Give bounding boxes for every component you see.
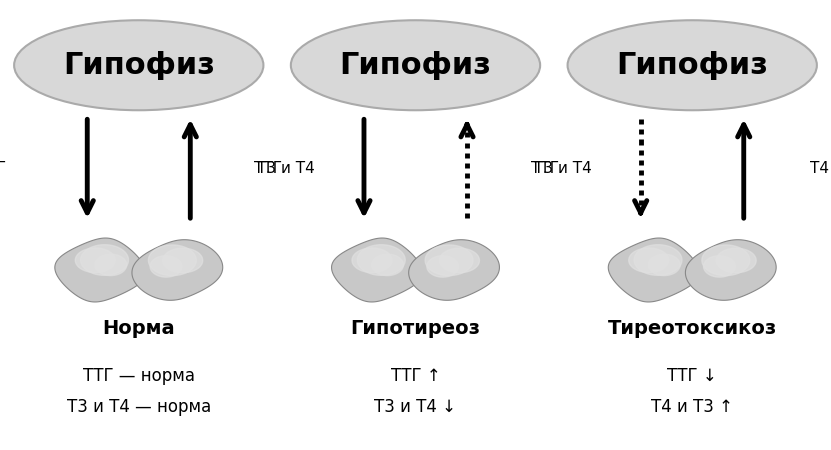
- Text: ТТГ: ТТГ: [254, 161, 283, 176]
- Polygon shape: [686, 240, 776, 300]
- Polygon shape: [95, 254, 126, 275]
- Polygon shape: [634, 245, 682, 275]
- Polygon shape: [425, 245, 473, 275]
- Text: Т4 и Т3: Т4 и Т3: [810, 161, 831, 176]
- Ellipse shape: [291, 20, 540, 110]
- Polygon shape: [55, 238, 145, 302]
- Text: Гипотиреоз: Гипотиреоз: [351, 319, 480, 338]
- Text: Норма: Норма: [102, 319, 175, 338]
- Polygon shape: [357, 245, 406, 275]
- Text: ТТГ — норма: ТТГ — норма: [83, 367, 194, 385]
- Text: ТТГ: ТТГ: [531, 161, 559, 176]
- Polygon shape: [163, 248, 203, 273]
- Ellipse shape: [14, 20, 263, 110]
- Polygon shape: [81, 245, 129, 275]
- Text: Гипофиз: Гипофиз: [340, 51, 491, 80]
- Polygon shape: [704, 256, 735, 277]
- Polygon shape: [629, 248, 669, 273]
- Ellipse shape: [568, 20, 817, 110]
- Polygon shape: [391, 269, 440, 284]
- Polygon shape: [648, 254, 680, 275]
- Text: Тиреотоксикоз: Тиреотоксикоз: [607, 319, 777, 338]
- Polygon shape: [352, 248, 392, 273]
- Text: ТТГ ↑: ТТГ ↑: [391, 367, 440, 385]
- Polygon shape: [149, 245, 196, 275]
- Polygon shape: [332, 238, 422, 302]
- Polygon shape: [608, 238, 699, 302]
- Text: ТТГ ↓: ТТГ ↓: [667, 367, 717, 385]
- Text: ТТГ: ТТГ: [0, 161, 6, 176]
- Polygon shape: [668, 269, 716, 284]
- Polygon shape: [440, 248, 479, 273]
- Polygon shape: [427, 256, 459, 277]
- Polygon shape: [115, 269, 163, 284]
- Text: Гипофиз: Гипофиз: [617, 51, 768, 80]
- Polygon shape: [371, 254, 403, 275]
- Polygon shape: [716, 248, 756, 273]
- Text: Т4 и Т3 ↑: Т4 и Т3 ↑: [652, 398, 733, 416]
- Text: Т3 и Т4 — норма: Т3 и Т4 — норма: [66, 398, 211, 416]
- Polygon shape: [409, 240, 499, 300]
- Polygon shape: [150, 256, 182, 277]
- Text: Т3 и Т4: Т3 и Т4: [534, 161, 592, 176]
- Text: Т3 и Т4 ↓: Т3 и Т4 ↓: [375, 398, 456, 416]
- Text: Т3 и Т4: Т3 и Т4: [257, 161, 315, 176]
- Polygon shape: [76, 248, 116, 273]
- Text: Гипофиз: Гипофиз: [63, 51, 214, 80]
- Polygon shape: [132, 240, 223, 300]
- Polygon shape: [702, 245, 750, 275]
